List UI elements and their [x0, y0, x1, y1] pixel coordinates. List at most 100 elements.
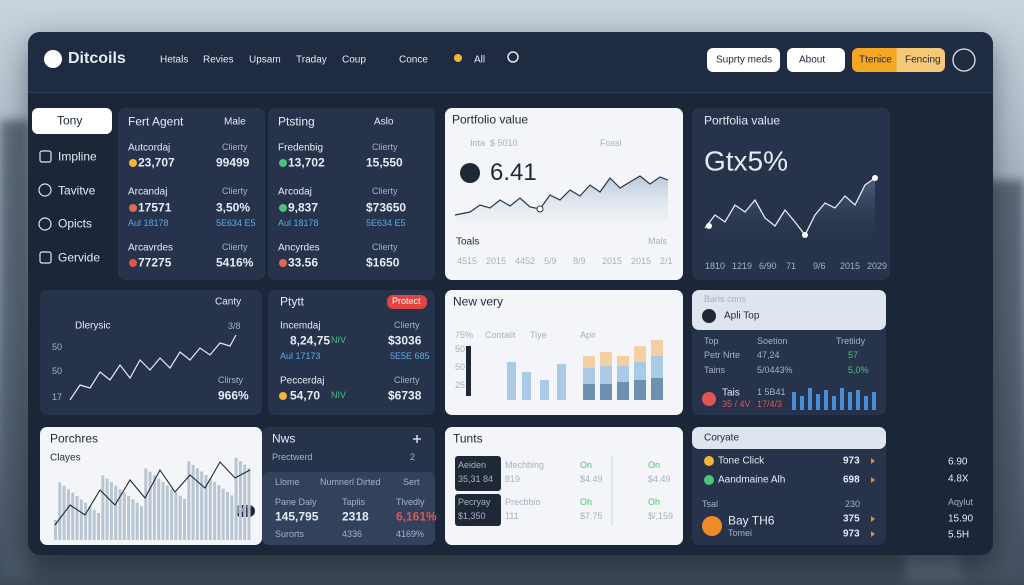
- item-value: 698: [843, 474, 860, 486]
- legend: Apir: [580, 330, 597, 341]
- nav-link[interactable]: Hetals: [160, 54, 189, 66]
- cell: 35,31 84: [458, 474, 494, 485]
- row-side-label: Clierty: [394, 320, 420, 331]
- sidebar-item[interactable]: Tony: [57, 113, 83, 128]
- card-title: Ptytt: [280, 294, 305, 309]
- portfolio-value: Gtx5%: [704, 145, 789, 177]
- row-side-value: 99499: [216, 155, 250, 170]
- count: 2: [410, 452, 416, 463]
- news-table: [262, 472, 435, 545]
- axis-label: 17: [52, 392, 63, 403]
- card-title: Ptsting: [278, 114, 315, 129]
- card-filter[interactable]: Male: [224, 116, 246, 128]
- row-side-label: Clierty: [394, 375, 420, 386]
- corporate-header: [692, 427, 886, 449]
- card-title: Barls cons: [704, 294, 747, 305]
- cell: $1,350: [458, 511, 486, 522]
- row-unit: NIV: [331, 335, 347, 346]
- news-add-icon[interactable]: [413, 435, 421, 443]
- bell-icon[interactable]: [952, 48, 976, 72]
- chip[interactable]: $ 5010: [490, 138, 518, 149]
- axis-label: 2029: [867, 261, 888, 272]
- card-filter[interactable]: Canty: [215, 296, 242, 308]
- sidebar-selected[interactable]: [32, 108, 112, 134]
- bar-sparks: [792, 388, 876, 410]
- toggle[interactable]: [852, 48, 945, 72]
- axis-label: 4452: [515, 256, 536, 267]
- axis-label: 75%: [455, 330, 474, 341]
- row-value: 13,702: [288, 155, 325, 170]
- cell: 145,795: [275, 509, 319, 524]
- toggle-option[interactable]: Ttenice: [859, 54, 892, 66]
- backdrop-text: 15.90: [948, 513, 974, 525]
- posting-card: [268, 108, 435, 280]
- badge-label: Protect: [392, 296, 421, 307]
- cell: 5,0%: [848, 365, 869, 376]
- row-value: 8,24,75: [290, 333, 331, 348]
- side-value: 966%: [218, 388, 249, 403]
- sidebar-item[interactable]: Opicts: [58, 216, 93, 231]
- dark-points: [706, 175, 878, 238]
- axis-label: 71: [786, 261, 797, 272]
- axis-label: 25: [455, 380, 466, 391]
- agent-card: [118, 108, 265, 280]
- row-note-value: 5E634 E5: [366, 218, 406, 229]
- sidebar-item[interactable]: Impline: [58, 149, 97, 164]
- card-filter[interactable]: Aslo: [374, 116, 394, 128]
- nav-link[interactable]: Revies: [203, 54, 234, 66]
- toggle-option[interactable]: Fencing: [905, 54, 941, 66]
- button-label[interactable]: About: [799, 54, 826, 66]
- nav-link[interactable]: Upsam: [249, 54, 281, 66]
- axis-label: 50: [455, 344, 466, 355]
- axis-label: 8/9: [573, 256, 586, 267]
- row-note-value: 5E634 E5: [216, 218, 256, 229]
- search-icon[interactable]: [507, 51, 519, 63]
- cell: Petr Nrte: [704, 350, 741, 361]
- cell: Taplis: [342, 497, 366, 508]
- backdrop-text: Aqylut: [948, 497, 974, 508]
- row-label: Incemdaj: [280, 320, 321, 332]
- column-header: Sert: [403, 477, 420, 488]
- chip[interactable]: Fossl: [600, 138, 622, 149]
- item-name: Tone Click: [718, 455, 765, 467]
- cell: Pane Daly: [275, 497, 317, 508]
- row-side-label: Clierty: [372, 186, 398, 197]
- side-label: Clirsty: [218, 375, 243, 386]
- badge: [387, 295, 427, 309]
- dark-line: [704, 177, 876, 237]
- card-subtitle: Prectwerd: [272, 452, 313, 463]
- nav-alerts[interactable]: All: [474, 54, 486, 66]
- nav-link[interactable]: Traday: [296, 54, 327, 66]
- row-side-label: Clierty: [222, 186, 248, 197]
- item-name: Bay TH6: [728, 513, 775, 528]
- axis-label: 2015: [602, 256, 623, 267]
- button[interactable]: [707, 48, 780, 72]
- selector[interactable]: Apli Top: [724, 310, 760, 322]
- button[interactable]: [787, 48, 845, 72]
- cell: Oh: [580, 497, 593, 508]
- chip[interactable]: Inta: [470, 138, 486, 149]
- nav-link[interactable]: Conce: [399, 54, 428, 66]
- axis-label: 5/9: [544, 256, 557, 267]
- activity-card: [40, 290, 262, 415]
- row-side-value: 3,50%: [216, 200, 251, 215]
- tunts-cells: [455, 456, 613, 526]
- row-value: 9,837: [288, 200, 319, 215]
- card-title: Nws: [272, 431, 296, 446]
- sidebar-item[interactable]: Tavitve: [58, 183, 96, 198]
- axis-label: 9/6: [813, 261, 826, 272]
- row-icons: [129, 159, 722, 536]
- row-side-value: 15,550: [366, 155, 403, 170]
- legend: Mals: [648, 236, 668, 247]
- button-label[interactable]: Suprty meds: [716, 54, 773, 66]
- axis-label: 2015: [840, 261, 861, 272]
- cell: Pecryay: [458, 497, 491, 508]
- purchase-line: [54, 461, 251, 526]
- sidebar-item[interactable]: Gervide: [58, 250, 101, 265]
- row-note: Aul 17173: [280, 351, 321, 362]
- row-side-label: Clierty: [372, 142, 398, 153]
- cell: 47,24: [757, 350, 780, 361]
- row-side-label: Clierty: [222, 242, 248, 253]
- nav-link[interactable]: Coup: [342, 54, 366, 66]
